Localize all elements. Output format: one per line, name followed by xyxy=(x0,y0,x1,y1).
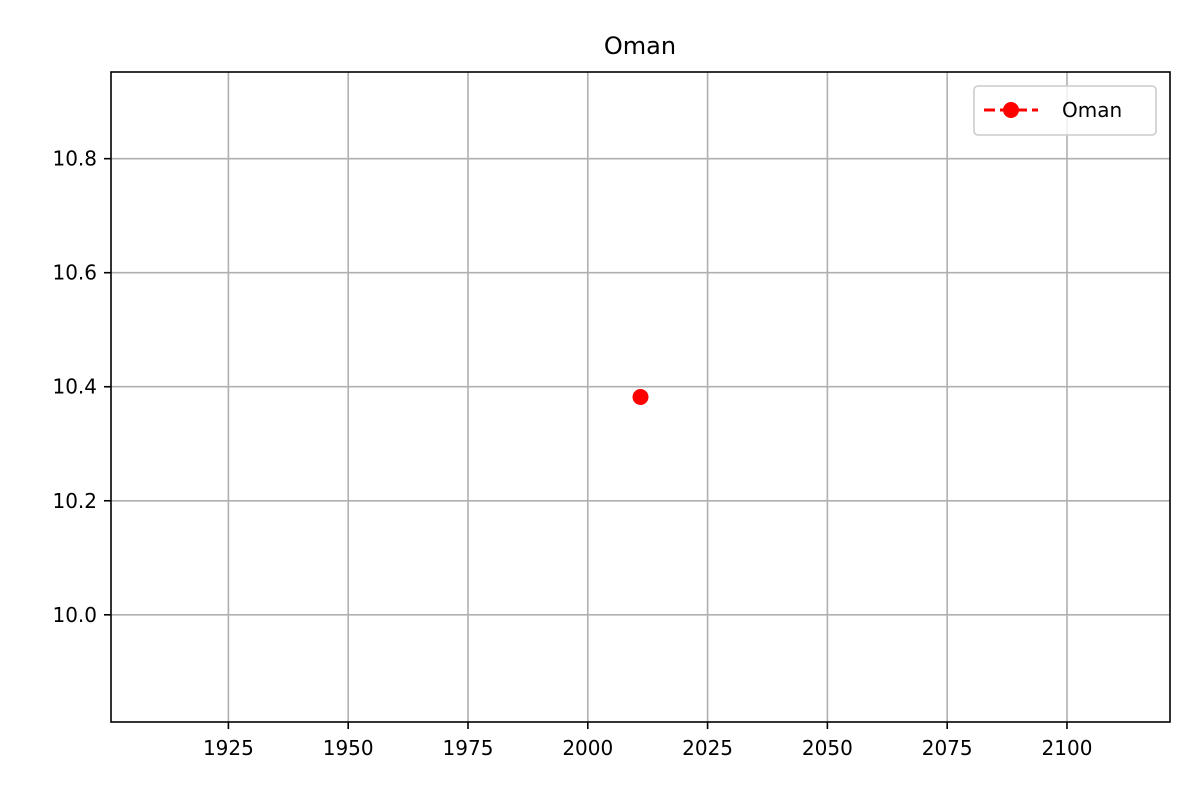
legend-marker xyxy=(1003,102,1019,118)
y-tick-label: 10.0 xyxy=(52,603,97,627)
data-point xyxy=(632,389,649,405)
x-tick-label: 2025 xyxy=(682,736,733,760)
legend: Oman xyxy=(973,85,1157,136)
x-tick-label: 1925 xyxy=(203,736,254,760)
x-tick-label: 2000 xyxy=(562,736,613,760)
series-layer xyxy=(632,389,649,405)
legend-label: Oman xyxy=(1062,98,1122,122)
x-tick-label: 1975 xyxy=(443,736,494,760)
x-axis: 1925 1950 1975 2000 2025 2050 2075 2100 xyxy=(203,722,1092,760)
legend-box xyxy=(973,85,1157,136)
y-tick-label: 10.2 xyxy=(52,489,97,513)
y-tick-label: 10.4 xyxy=(52,375,97,399)
y-tick-label: 10.8 xyxy=(52,147,97,171)
chart-title: Oman xyxy=(604,32,676,60)
grid-lines xyxy=(111,72,1170,722)
y-tick-label: 10.6 xyxy=(52,261,97,285)
x-tick-label: 1950 xyxy=(323,736,374,760)
x-tick-label: 2075 xyxy=(922,736,973,760)
x-tick-label: 2050 xyxy=(802,736,853,760)
y-axis: 10.0 10.2 10.4 10.6 10.8 xyxy=(52,147,111,627)
x-tick-label: 2100 xyxy=(1042,736,1093,760)
plot-area-frame xyxy=(110,71,1171,723)
